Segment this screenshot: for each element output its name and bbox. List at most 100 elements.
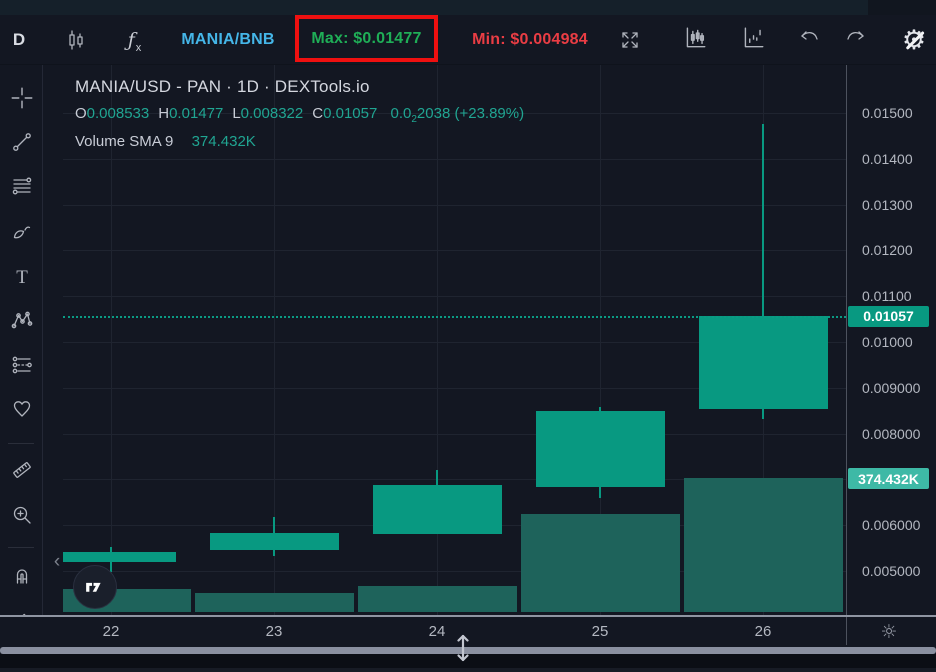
ohlc-key: C [312,105,324,122]
price-axis-label: 0.01000 [862,334,913,350]
fullscreen-button[interactable] [616,15,644,65]
candle-body [698,315,828,410]
tradingview-logo[interactable] [73,565,117,609]
horizontal-gridline [63,433,846,435]
volume-bar [683,478,843,612]
chart-legend: MANIA/USD - PAN · 1D · DEXTools.io O0.00… [75,77,524,150]
chart-toolbar: D ƒx MANIA/BNB Max: $0.01477 Min: $0.004… [0,15,936,65]
crosshair-tool[interactable] [5,83,39,117]
horizontal-gridline [63,387,846,389]
date-label: 22 [102,623,120,640]
timeframe-button[interactable]: D [12,30,26,49]
vertical-gridline [600,65,601,615]
ohlc-key: L [232,105,241,122]
horizontal-gridline [63,158,846,160]
volume-value: 374.432K [191,133,256,150]
chart-title: MANIA/USD - PAN · 1D · DEXTools.io [75,77,370,96]
xabcd-pattern-tool[interactable] [5,305,39,339]
top-strip [0,0,936,15]
date-label: 23 [265,623,283,640]
indicators-button[interactable]: ƒx [120,15,148,65]
candle-chart-type-button[interactable] [680,15,710,65]
volume-row: Volume SMA 9 374.432K [75,133,524,150]
drawing-toolbar: T [0,65,43,672]
brush-icon [10,219,34,248]
chart-plot-area[interactable]: MANIA/USD - PAN · 1D · DEXTools.io O0.00… [63,65,846,615]
chart-settings-button[interactable]: ⚙ [899,15,929,65]
max-price-label: Max: $0.01477 [311,29,422,47]
fx-icon: ƒx [127,29,142,54]
magnet-icon [10,564,34,593]
toolbar-divider [8,443,34,444]
horizontal-gridline [63,113,846,114]
theme-toggle-button[interactable]: ☼ [876,620,902,644]
horizontal-gridline [63,204,846,206]
horizontal-lines-icon [10,174,34,203]
fib-lines-tool[interactable] [5,171,39,205]
horizontal-gridline [63,250,846,252]
candle-body [209,533,339,550]
bottom-edge [0,668,936,672]
magnet-tool[interactable] [5,561,39,595]
candlestick-style-button[interactable] [62,15,90,65]
ohlc-value: 0.01057 [323,105,378,122]
trend-line-icon [10,130,34,159]
change-value: 0.022038 (+23.89%) [390,105,525,125]
candlestick-icon [64,28,88,52]
projection-tool[interactable] [5,350,39,384]
collapse-toolbar-button[interactable]: ‹ [53,551,61,572]
price-axis-label: 0.008000 [862,425,921,442]
emoji-tool[interactable] [5,394,39,428]
text-tool[interactable]: T [5,261,39,295]
redo-button[interactable] [841,15,869,65]
brush-tool[interactable] [5,216,39,250]
expand-icon [618,28,642,52]
date-label: 25 [591,623,609,640]
price-axis-label: 0.01100 [862,288,912,305]
volume-badge: 374.432K [848,468,929,489]
candle-chart-icon [682,25,708,56]
pair-label[interactable]: MANIA/BNB [181,31,275,48]
pane-resize-handle[interactable] [449,632,477,664]
price-axis[interactable]: 0.01057 374.432K 0.01500 0.01400 0.01300 0.… [846,65,936,615]
date-label: 26 [754,623,772,640]
last-price-line [63,315,846,318]
ruler-icon [10,458,34,487]
xabcd-icon [10,308,34,337]
ohlc-value: 0.008533 [86,105,150,122]
price-axis-label: 0.009000 [862,379,921,396]
candle-body [535,410,665,488]
min-price-label: Min: $0.004984 [472,31,588,48]
price-axis-label: 0.005000 [862,563,921,579]
price-axis-label: 0.01200 [862,242,913,259]
vertical-gridline [111,65,112,615]
heart-icon [10,397,34,426]
zoom-in-tool[interactable] [5,500,39,534]
volume-bar [357,585,517,612]
horizontal-gridline [63,479,846,481]
undo-icon [798,26,822,55]
top-strip-corner [868,0,936,15]
bottom-strip [0,654,936,672]
trend-line-tool[interactable] [5,127,39,161]
text-icon: T [16,267,28,288]
ohlc-value: 0.01477 [169,105,224,122]
zoom-in-icon [10,503,34,532]
volume-bar [520,513,680,612]
price-axis-label: 0.01300 [862,196,913,213]
toolbar-divider [8,547,34,548]
last-price-badge: 0.01057 [848,305,929,327]
horizontal-gridline [63,342,846,343]
line-chart-type-button[interactable] [738,15,768,65]
horizontal-scrollbar[interactable] [0,647,936,654]
horizontal-gridline [63,296,846,298]
candle-wick [762,123,764,419]
measure-tool[interactable] [5,455,39,489]
vertical-gridline [437,65,438,615]
candle-body [63,552,176,563]
ohlc-key: H [158,105,170,122]
volume-bar [194,592,354,612]
price-axis-label: 0.01500 [862,105,913,121]
undo-button[interactable] [796,15,824,65]
